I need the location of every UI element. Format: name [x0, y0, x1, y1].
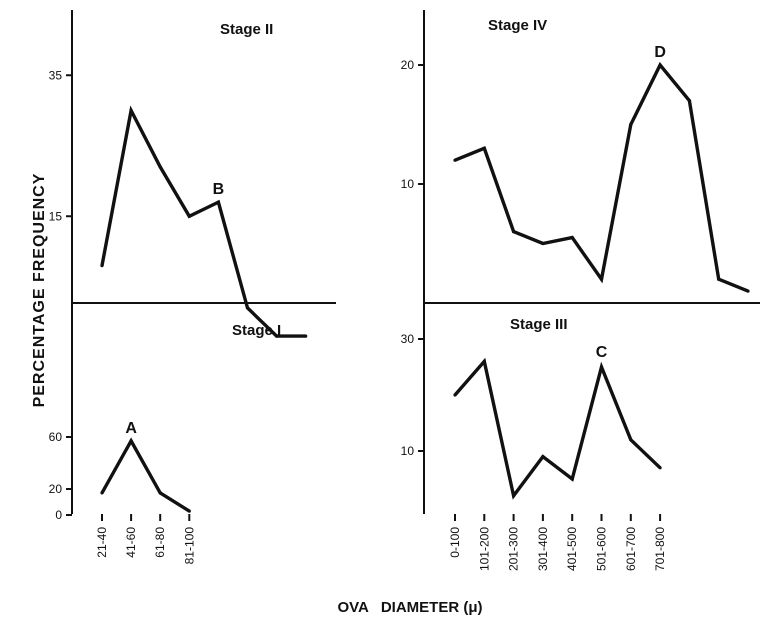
series-line-0: [100, 105, 306, 338]
xtick-label: 601-700: [624, 527, 638, 571]
peak-annotation: D: [654, 44, 666, 61]
data-point: [717, 277, 721, 281]
data-point: [511, 230, 516, 234]
data-point: [482, 359, 486, 363]
data-point: [541, 241, 545, 246]
data-point: [453, 158, 457, 162]
series-line-2: [454, 61, 749, 293]
data-point: [187, 214, 191, 218]
data-point: [129, 439, 133, 443]
series-line-3: [453, 357, 662, 500]
data-point: [304, 334, 308, 338]
xtick-label: 701-800: [653, 527, 667, 571]
data-point: [629, 438, 633, 442]
data-point: [658, 466, 662, 470]
peak-annotation: B: [213, 181, 225, 198]
data-point: [158, 491, 162, 495]
data-point: [746, 289, 750, 293]
stage-i-title: Stage I: [232, 322, 281, 339]
ytick-label: 10: [401, 444, 415, 458]
data-point: [453, 393, 457, 397]
data-point: [541, 455, 545, 459]
data-point: [100, 491, 104, 495]
data-point: [482, 146, 486, 150]
xtick-label: 301-400: [536, 527, 550, 571]
ytick-label: 20: [49, 482, 63, 496]
data-point: [216, 200, 220, 204]
series-line-1: [100, 437, 191, 513]
data-point: [599, 277, 604, 281]
xtick-label: 101-200: [477, 527, 491, 571]
stage-iii-title: Stage III: [510, 316, 568, 333]
ytick-label: 60: [49, 430, 63, 444]
data-point: [129, 108, 133, 113]
stage-iv-title: Stage IV: [488, 17, 547, 34]
data-point: [275, 334, 279, 338]
data-point: [599, 365, 604, 369]
xtick-label: 81-100: [182, 527, 196, 565]
data-point: [570, 477, 574, 481]
data-point: [687, 99, 692, 103]
xtick-label: 201-300: [507, 527, 521, 571]
ytick-label: 0: [55, 508, 62, 522]
ytick-label: 20: [401, 58, 415, 72]
data-point: [629, 122, 633, 127]
y-axis-label: PERCENTAGE FREQUENCY: [31, 173, 48, 408]
data-point: [658, 63, 662, 67]
peak-annotation: A: [125, 420, 137, 437]
xtick-label: 401-500: [565, 527, 579, 571]
x-axis-label: OVA DIAMETER (μ): [337, 599, 482, 616]
data-point: [100, 264, 104, 268]
xtick-label: 21-40: [95, 527, 109, 558]
data-point: [187, 509, 191, 513]
peak-annotation: C: [596, 344, 608, 361]
xtick-label: 0-100: [448, 527, 462, 558]
data-point: [511, 494, 516, 498]
ytick-label: 10: [401, 177, 415, 191]
data-point: [570, 235, 574, 240]
xtick-label: 61-80: [153, 527, 167, 558]
ytick-label: 35: [49, 68, 63, 82]
data-point: [245, 306, 250, 310]
ytick-label: 30: [401, 332, 415, 346]
ytick-label: 15: [49, 209, 63, 223]
xtick-label: 501-600: [595, 527, 609, 571]
xtick-label: 41-60: [124, 527, 138, 558]
data-point: [158, 165, 162, 169]
stage-ii-title: Stage II: [220, 21, 273, 38]
